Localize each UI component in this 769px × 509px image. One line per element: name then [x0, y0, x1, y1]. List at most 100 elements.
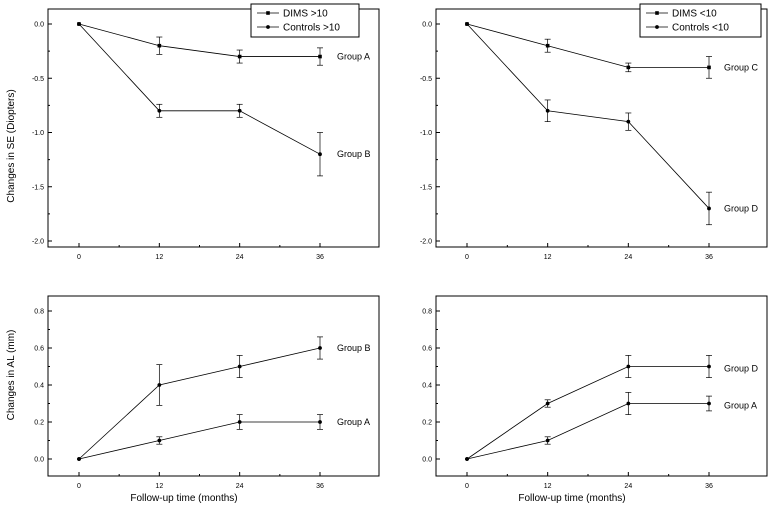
x-tick-label: 24: [624, 254, 632, 261]
y-tick-label: 0.2: [422, 420, 432, 427]
series-line: [466, 366, 709, 460]
x-tick-label: 0: [77, 483, 81, 490]
x-tick-label: 24: [236, 483, 244, 490]
y-tick-label: 0.8: [422, 309, 432, 316]
legend-marker: [266, 11, 270, 15]
plot-frame: [47, 8, 380, 248]
series-1: Group D: [465, 355, 759, 461]
data-point: [237, 54, 242, 59]
series-1: Group C: [465, 22, 759, 79]
x-tick-label: 36: [705, 483, 713, 490]
data-point: [237, 108, 242, 113]
series-line: [466, 403, 709, 460]
data-point: [157, 438, 162, 443]
x-tick-label: 12: [544, 483, 552, 490]
y-tick-label: 0.0: [422, 22, 432, 29]
x-tick-label: 24: [236, 254, 244, 261]
x-tick-label: 36: [316, 254, 324, 261]
y-tick-label: 0.6: [34, 346, 44, 353]
group-label: Group D: [724, 364, 759, 374]
y-tick-label: -1.0: [32, 130, 44, 137]
x-tick-label: 36: [705, 254, 713, 261]
y-tick-label: 0.0: [422, 457, 432, 464]
group-label: Group A: [724, 401, 757, 411]
data-point: [545, 438, 550, 443]
data-point: [465, 22, 469, 26]
data-point: [707, 364, 711, 369]
y-tick-label: 0.6: [422, 346, 432, 353]
group-label: Group A: [337, 52, 370, 62]
ylabel-top: Changes in SE (Diopters): [6, 89, 17, 202]
group-label: Group C: [724, 62, 759, 72]
chart-panel-se-low: 0.0 -0.5 -1.0 -1.5 -2.0 0 12 24 36 Group C Group D…: [420, 3, 768, 261]
legend: DIMS >10 Controls >10: [250, 3, 360, 38]
x-tick-label: 12: [155, 483, 163, 490]
series-1: Group A: [77, 22, 370, 66]
legend-marker: [655, 11, 659, 15]
data-point: [707, 401, 711, 406]
y-tick-label: 0.0: [34, 22, 44, 29]
data-point: [465, 457, 469, 461]
plot-frame: [47, 295, 380, 477]
data-point: [626, 65, 631, 70]
y-tick-label: -2.0: [32, 239, 44, 246]
y-tick-label: -1.5: [420, 184, 432, 191]
series-line: [466, 23, 709, 68]
series-2: Group A: [77, 414, 370, 461]
data-point: [237, 364, 242, 369]
plot-frame: [435, 295, 768, 477]
y-tick-label: -1.0: [420, 130, 432, 137]
data-point: [318, 152, 322, 157]
chart-panel-al-low: 0.0 0.2 0.4 0.6 0.8 0 12 24 36 Group D Group A: [422, 295, 768, 490]
series-2: Group B: [77, 22, 371, 177]
y-tick-label: 0.0: [34, 457, 44, 464]
y-tick-label: 0.4: [422, 383, 432, 390]
data-point: [318, 346, 322, 350]
data-point: [626, 364, 631, 369]
data-point: [545, 108, 550, 113]
x-tick-label: 24: [624, 483, 632, 490]
series-line: [78, 23, 320, 57]
xlabel-bottom-right: Follow-up time (months): [518, 493, 625, 504]
legend-box: [639, 3, 762, 38]
legend-entry: Controls >10: [283, 23, 340, 34]
xlabel-bottom-left: Follow-up time (months): [130, 493, 237, 504]
data-point: [626, 119, 631, 124]
series-line: [78, 347, 321, 460]
data-point: [707, 206, 711, 211]
y-tick-label: -0.5: [32, 76, 44, 83]
group-label: Group B: [337, 343, 371, 353]
data-point: [77, 457, 81, 461]
data-point: [157, 43, 162, 48]
series-2: Group A: [465, 392, 757, 461]
group-label: Group A: [337, 417, 370, 427]
y-tick-label: 0.8: [34, 309, 44, 316]
y-tick-label: -0.5: [420, 76, 432, 83]
data-point: [157, 383, 162, 387]
x-tick-label: 0: [465, 483, 469, 490]
data-point: [545, 401, 550, 406]
y-tick-label: 0.2: [34, 420, 44, 427]
x-tick-label: 0: [77, 254, 81, 261]
data-point: [545, 43, 550, 48]
legend-marker: [266, 25, 270, 29]
data-point: [77, 22, 81, 26]
x-tick-label: 12: [544, 254, 552, 261]
legend-entry: DIMS <10: [672, 9, 717, 20]
legend-box: [250, 3, 360, 38]
chart-panel-se-high: 0.0 -0.5 -1.0 -1.5 -2.0 0 12 24 36 Group A Group B…: [32, 3, 380, 261]
plot-frame: [435, 8, 768, 248]
x-tick-label: 0: [465, 254, 469, 261]
legend-entry: DIMS >10: [283, 9, 328, 20]
chart-panel-al-high: 0.0 0.2 0.4 0.6 0.8 0 12 24 36 Group B Group A: [34, 295, 380, 490]
y-tick-label: -2.0: [420, 239, 432, 246]
series-1: Group B: [77, 336, 371, 461]
group-label: Group B: [337, 149, 371, 159]
ylabel-bottom: Changes in AL (mm): [6, 330, 17, 421]
data-point: [707, 65, 711, 70]
group-label: Group D: [724, 203, 759, 213]
series-2: Group D: [465, 22, 759, 226]
data-point: [237, 420, 242, 424]
data-point: [626, 401, 631, 406]
